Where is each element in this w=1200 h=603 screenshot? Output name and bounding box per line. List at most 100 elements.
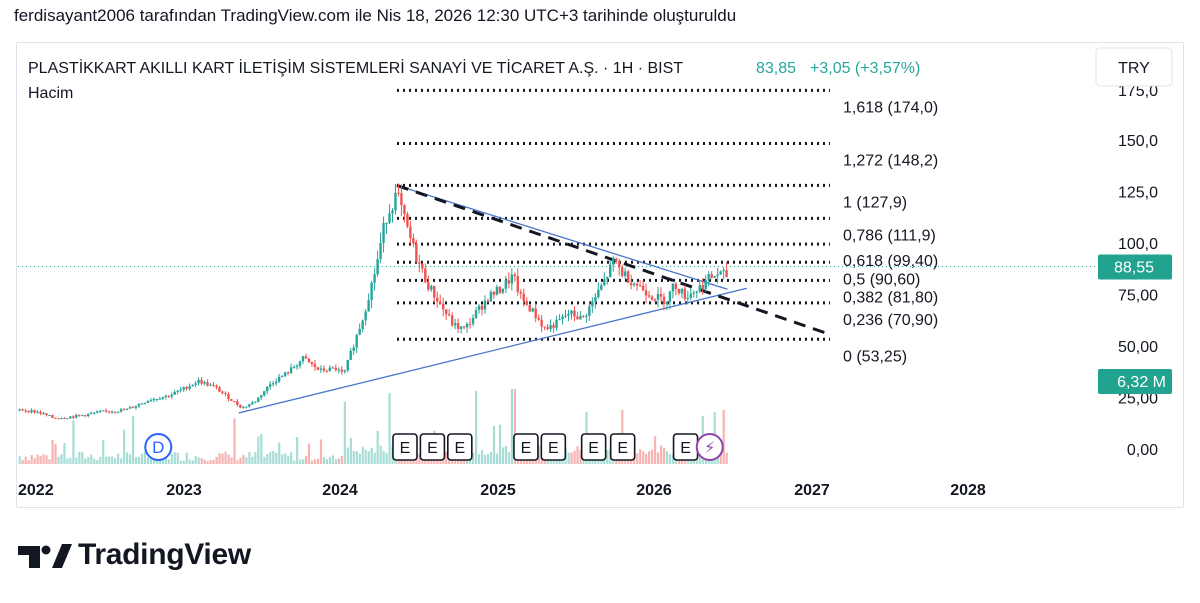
candle-body	[179, 389, 182, 391]
volume-bar	[224, 451, 227, 464]
volume-bar	[501, 447, 505, 464]
earnings-marker[interactable]	[419, 433, 446, 461]
volume-bar	[651, 449, 654, 464]
earnings-marker[interactable]	[447, 433, 473, 461]
candle-body	[531, 308, 534, 312]
volume-bar	[266, 453, 269, 464]
candle-body	[349, 350, 352, 360]
candle-body	[641, 285, 645, 291]
x-tick-label: 2023	[166, 482, 202, 499]
candle-body	[376, 258, 379, 275]
candle-body	[268, 384, 272, 387]
candle-body	[644, 290, 648, 296]
volume-bar	[203, 459, 206, 464]
candle-body	[722, 270, 725, 272]
earnings-marker[interactable]	[580, 433, 607, 461]
candle-body	[361, 320, 364, 329]
volume-bar	[313, 459, 317, 464]
candle-body	[197, 379, 200, 384]
candle-body	[558, 319, 561, 321]
candle-body	[462, 326, 466, 328]
earnings-marker[interactable]	[540, 433, 567, 461]
candle-body	[322, 368, 326, 371]
candle-body	[266, 386, 269, 392]
volume-bar	[18, 456, 21, 464]
candle-body	[525, 300, 528, 306]
volume-bar	[296, 437, 299, 464]
volume-indicator-label[interactable]: Hacim	[28, 85, 73, 102]
candle-body	[710, 274, 713, 278]
fib-level-label: 0,5 (90,60)	[843, 271, 920, 288]
candle-body	[316, 367, 320, 370]
tradingview-logo[interactable]	[18, 540, 72, 570]
share-caption: ferdisayant2006 tarafından TradingView.c…	[14, 6, 737, 25]
candle-body	[200, 379, 203, 384]
volume-bar	[304, 455, 308, 464]
candle-body	[650, 296, 654, 300]
candle-body	[307, 358, 311, 363]
last-price: 83,85	[756, 60, 796, 77]
candle-body	[215, 385, 218, 388]
earnings-marker[interactable]	[392, 433, 418, 461]
candle-body	[155, 399, 159, 401]
volume-bar	[128, 454, 132, 464]
candle-body	[310, 362, 314, 364]
volume-bar	[302, 459, 305, 464]
candle-body	[292, 367, 296, 369]
volume-bar	[659, 445, 663, 464]
dividend-marker[interactable]	[144, 433, 173, 461]
volume-bar	[164, 458, 167, 464]
earnings-marker[interactable]	[513, 433, 539, 461]
candle-body	[668, 291, 672, 302]
volume-bar	[206, 460, 209, 464]
volume-bar	[385, 452, 388, 464]
volume-bar	[719, 449, 722, 464]
candle-body	[671, 283, 675, 292]
split-marker[interactable]	[695, 433, 724, 461]
volume-bar	[173, 452, 176, 464]
fibonacci-retracement: 0 (53,25) 0,236 (70,90) 0,382 (81,80)0,5 (…	[18, 88, 1096, 365]
candle-body	[185, 387, 188, 389]
volume-bar	[227, 454, 230, 464]
candle-body	[42, 413, 45, 415]
volume-bar	[111, 456, 114, 464]
candle-body	[424, 268, 427, 283]
fib-level-label: 1,618 (174,0)	[843, 99, 938, 116]
candle-body	[334, 367, 338, 370]
currency-label[interactable]: TRY	[1118, 60, 1150, 77]
volume-bar	[275, 452, 278, 464]
candle-body	[468, 323, 472, 325]
volume-bar	[388, 393, 391, 464]
candle-body	[98, 411, 102, 413]
volume-bar	[281, 454, 284, 464]
candle-body	[716, 274, 719, 277]
candle-body	[271, 383, 275, 385]
candle-body	[412, 238, 415, 244]
volume-bar	[272, 451, 275, 464]
candle-body	[456, 323, 460, 330]
candles-layer	[18, 183, 728, 420]
candle-body	[164, 395, 167, 398]
tradingview-wordmark[interactable]: TradingView	[78, 538, 251, 571]
candle-body	[442, 303, 445, 310]
candle-body	[370, 282, 373, 301]
candle-body	[298, 361, 302, 366]
volume-bar	[489, 451, 493, 464]
candle-body	[227, 393, 230, 400]
volume-bar	[340, 455, 343, 464]
support-trendline[interactable]	[238, 287, 747, 414]
volume-bar	[251, 456, 254, 464]
volume-bar	[233, 418, 236, 464]
volume-bar	[337, 458, 340, 464]
volume-bar	[293, 460, 296, 464]
volume-bar	[245, 457, 248, 464]
currency-button[interactable]: TRY	[1095, 47, 1173, 87]
resistance-trendline[interactable]	[396, 184, 728, 290]
candle-body	[337, 369, 340, 371]
fib-level-label: 0,786 (111,9)	[843, 227, 936, 244]
earnings-marker[interactable]	[609, 433, 636, 461]
candle-body	[358, 328, 361, 335]
candle-body	[674, 283, 678, 290]
candle-body	[564, 315, 567, 317]
